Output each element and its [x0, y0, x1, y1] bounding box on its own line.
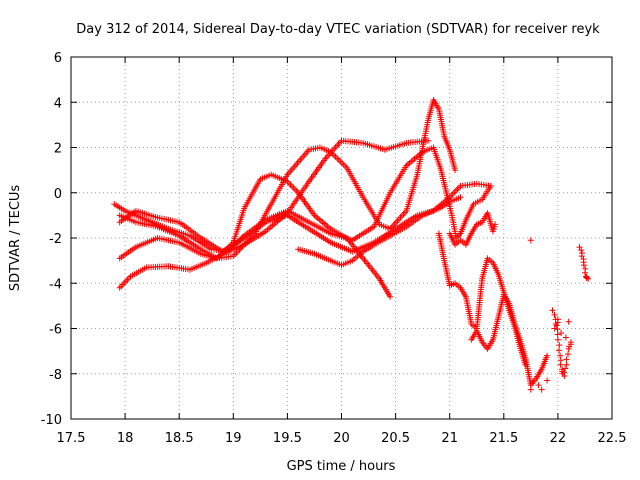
y-tick-label: -8 [49, 368, 62, 383]
data-point [556, 342, 563, 349]
data-point [535, 382, 542, 389]
data-point [551, 311, 558, 318]
y-tick-label: -10 [41, 413, 62, 428]
x-tick-label: 19.5 [273, 431, 302, 446]
axis-ticks [70, 56, 613, 420]
y-tick-label: -2 [49, 232, 62, 247]
data-points [111, 97, 592, 393]
data-point [565, 318, 572, 325]
x-tick-label: 18.5 [165, 431, 194, 446]
data-point [582, 269, 588, 276]
data-point [558, 330, 565, 336]
y-tick-label: -6 [49, 323, 62, 338]
data-point [492, 221, 499, 228]
y-tick-label: 6 [54, 51, 62, 66]
data-point [522, 361, 529, 368]
data-point [553, 322, 560, 329]
data-point [457, 194, 464, 201]
y-tick-label: 0 [54, 187, 62, 202]
data-point [567, 341, 574, 348]
x-tick-label: 18 [117, 431, 134, 446]
data-point [544, 377, 551, 384]
x-tick-label: 20 [333, 431, 350, 446]
data-point [561, 369, 567, 376]
data-point [487, 183, 494, 189]
data-point [554, 331, 561, 338]
data-point [556, 347, 562, 354]
data-point [554, 336, 561, 343]
data-point [538, 386, 545, 393]
data-point [563, 361, 570, 368]
data-point [387, 293, 394, 300]
data-point [583, 275, 590, 281]
data-point [554, 326, 561, 333]
data-point [527, 237, 534, 244]
x-tick-label: 21.5 [489, 431, 518, 446]
x-tick-label: 21 [441, 431, 458, 446]
data-point [578, 247, 585, 254]
x-tick-labels: 17.5 18 18.5 19 19.5 20 20.5 21 21.5 22 22.5 [57, 431, 627, 446]
data-point [562, 334, 569, 341]
data-point [557, 361, 564, 368]
x-tick-label: 20.5 [381, 431, 410, 446]
data-point [579, 250, 585, 257]
data-point [562, 365, 569, 372]
data-point [563, 356, 570, 363]
data-point [544, 352, 551, 359]
data-point [549, 307, 556, 314]
chart-title: Day 312 of 2014, Sidereal Day-to-day VTE… [76, 22, 600, 37]
data-point [552, 316, 559, 323]
y-tick-label: -4 [49, 277, 62, 292]
data-point [580, 259, 587, 266]
y-tick-labels: -10 -8 -6 -4 -2 0 2 4 6 [41, 51, 62, 428]
x-tick-label: 22 [550, 431, 567, 446]
data-point [452, 167, 459, 174]
data-point [527, 386, 534, 393]
x-axis-label: GPS time / hours [287, 459, 396, 474]
data-point [557, 352, 564, 359]
x-tick-label: 22.5 [598, 431, 627, 446]
y-tick-label: 4 [54, 96, 62, 111]
data-point [425, 137, 432, 144]
y-axis-label: SDTVAR / TECUs [8, 185, 23, 292]
data-point [565, 351, 571, 358]
y-tick-label: 2 [54, 142, 62, 157]
x-tick-label: 17.5 [57, 431, 86, 446]
x-tick-label: 19 [225, 431, 242, 446]
data-point [116, 284, 123, 291]
data-point [554, 319, 561, 326]
